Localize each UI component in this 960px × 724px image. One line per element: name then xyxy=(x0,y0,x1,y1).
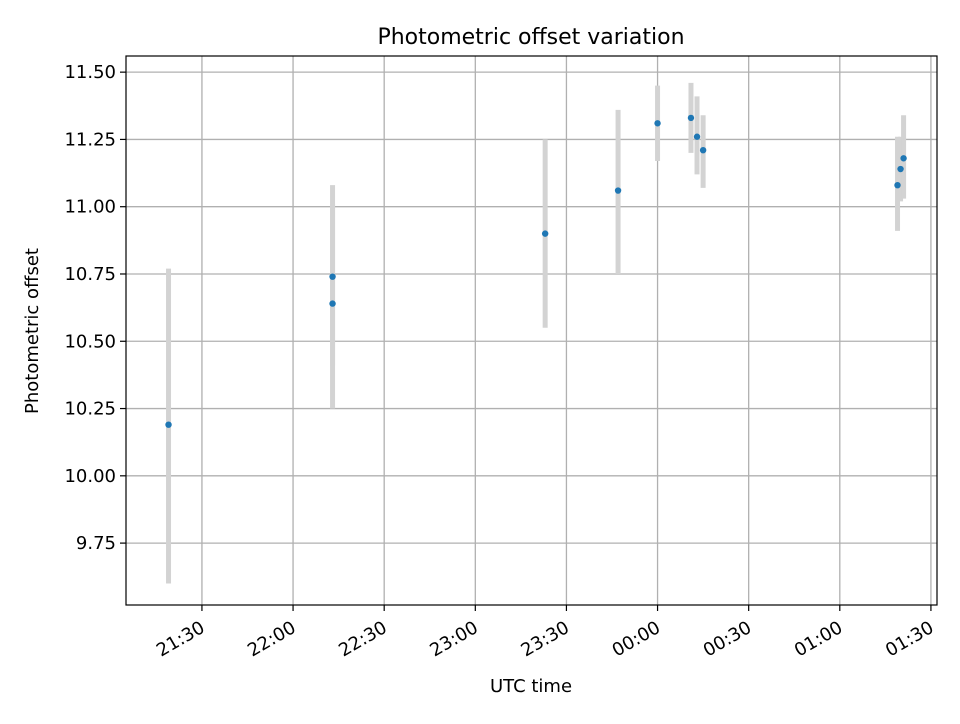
y-tick-label: 11.25 xyxy=(64,129,116,150)
y-tick-label: 9.75 xyxy=(76,533,116,554)
data-points xyxy=(165,114,907,428)
data-point xyxy=(329,300,336,307)
data-point xyxy=(693,133,701,140)
y-tick-label: 11.50 xyxy=(64,62,116,83)
chart-title: Photometric offset variation xyxy=(377,25,684,50)
y-tick-label: 10.50 xyxy=(64,331,116,352)
data-point xyxy=(894,181,901,189)
y-axis-ticks: 9.75 10.00 10.25 10.50 10.75 11.00 11.25 11.50 xyxy=(64,62,126,554)
data-point xyxy=(654,120,661,127)
data-point xyxy=(329,273,336,280)
data-point xyxy=(897,165,904,173)
data-point xyxy=(165,421,172,428)
data-point xyxy=(687,114,695,122)
data-point xyxy=(541,230,549,237)
plot-frame xyxy=(125,55,938,606)
y-axis-label: Photometric offset xyxy=(22,248,43,414)
data-point xyxy=(614,187,622,194)
data-point xyxy=(900,155,907,162)
x-axis-label: UTC time xyxy=(490,676,572,697)
y-tick-label: 10.00 xyxy=(64,466,116,487)
y-tick-label: 10.25 xyxy=(64,399,116,420)
y-tick-label: 11.00 xyxy=(64,197,116,218)
y-tick-label: 10.75 xyxy=(64,264,116,285)
data-point xyxy=(699,146,707,154)
